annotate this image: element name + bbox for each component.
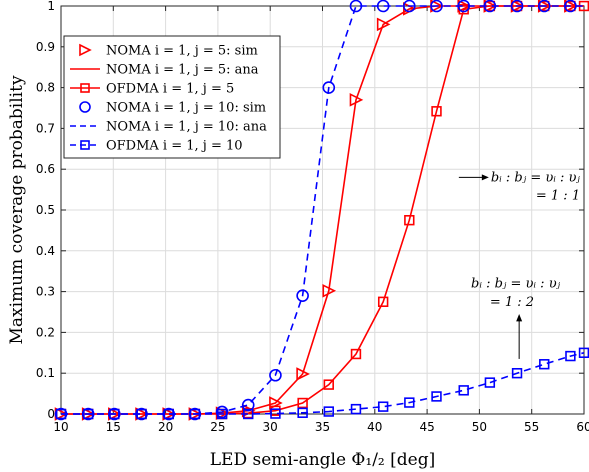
data-point xyxy=(82,408,94,420)
y-tick-label: 0.9 xyxy=(36,40,55,54)
legend-label: NOMA i = 1, j = 5: ana xyxy=(106,63,259,78)
annotation-arrowhead xyxy=(516,314,523,322)
axis-ticks: 10 15 20 25 30 35 40 45 50 55 60 0 0.1 0.2 0.3 0.4 0.5 0.… xyxy=(36,0,589,434)
legend-item: NOMA i = 1, j = 10: sim xyxy=(79,101,266,116)
legend-label: OFDMA i = 1, j = 5 xyxy=(106,82,234,97)
data-point xyxy=(539,359,550,370)
data-point xyxy=(377,296,389,307)
data-point xyxy=(241,398,255,412)
data-point xyxy=(537,0,551,13)
y-tick-label: 0.7 xyxy=(36,121,55,135)
y-tick-label: 1 xyxy=(47,0,55,13)
y-tick-label: 0.3 xyxy=(36,285,55,299)
legend-item: NOMA i = 1, j = 10: ana xyxy=(70,120,267,135)
data-point xyxy=(350,348,362,360)
data-point xyxy=(80,83,90,93)
legend-item: NOMA i = 1, j = 5: sim xyxy=(79,43,258,59)
y-tick-label: 0 xyxy=(47,407,55,421)
data-point xyxy=(188,407,202,421)
x-tick-label: 60 xyxy=(576,420,589,434)
data-point xyxy=(431,106,442,117)
y-tick-label: 0.8 xyxy=(36,81,55,95)
data-point xyxy=(79,43,92,57)
data-point xyxy=(297,407,308,418)
data-point xyxy=(511,367,523,379)
data-point xyxy=(243,408,254,420)
data-point xyxy=(578,347,589,358)
series-6 xyxy=(55,347,589,420)
legend-box xyxy=(63,35,281,159)
legend-item: OFDMA i = 1, j = 5 xyxy=(70,82,234,97)
annotation-text: bᵢ : bⱼ = υᵢ : υⱼ xyxy=(491,170,581,185)
data-point xyxy=(136,408,147,420)
data-point xyxy=(79,101,91,113)
x-tick-label: 25 xyxy=(210,420,225,434)
data-point xyxy=(163,408,174,420)
x-tick-label: 10 xyxy=(53,420,68,434)
x-tick-label: 55 xyxy=(524,420,539,434)
data-point xyxy=(430,0,443,13)
data-point xyxy=(404,397,415,408)
data-point xyxy=(377,401,389,412)
x-axis-label: LED semi-angle Φ₁/₂ [deg] xyxy=(210,450,435,470)
data-point xyxy=(404,215,415,226)
annotation-arrowhead xyxy=(481,174,489,181)
series-4 xyxy=(54,0,577,421)
data-point xyxy=(376,17,391,32)
data-point xyxy=(323,406,334,417)
x-tick-label: 15 xyxy=(106,420,121,434)
x-tick-label: 45 xyxy=(419,420,434,434)
y-axis-label: Maximum coverage probability xyxy=(7,75,27,344)
y-tick-label: 0.4 xyxy=(36,244,55,258)
data-point xyxy=(484,377,496,388)
annotation-text: = 1 : 2 xyxy=(490,295,534,310)
data-point xyxy=(350,403,362,415)
legend-label: NOMA i = 1, j = 10: sim xyxy=(106,101,266,116)
data-point xyxy=(565,350,576,362)
annotations: bᵢ : bⱼ = υᵢ : υⱼ = 1 : 1 bᵢ : bⱼ = υᵢ : υ… xyxy=(458,170,581,359)
x-tick-label: 50 xyxy=(472,420,487,434)
series-line xyxy=(61,352,585,415)
annotation-text: bᵢ : bⱼ = υᵢ : υⱼ xyxy=(471,277,561,292)
y-tick-label: 0.1 xyxy=(36,366,55,380)
legend: NOMA i = 1, j = 5: sim NOMA i = 1, j = 5:… xyxy=(63,35,281,159)
data-point xyxy=(323,379,334,390)
data-point xyxy=(269,368,282,382)
data-point xyxy=(80,140,90,150)
data-point xyxy=(431,391,442,402)
data-point xyxy=(215,405,229,419)
data-point xyxy=(109,408,120,420)
y-tick-label: 0.6 xyxy=(36,162,55,176)
data-point xyxy=(55,408,67,420)
data-point xyxy=(458,385,469,396)
data-point xyxy=(297,397,308,409)
x-tick-label: 20 xyxy=(158,420,173,434)
data-point xyxy=(216,408,228,420)
legend-item: OFDMA i = 1, j = 10 xyxy=(70,139,243,154)
x-tick-label: 40 xyxy=(367,420,382,434)
data-point xyxy=(270,408,281,419)
y-tick-label: 0.5 xyxy=(36,203,55,217)
data-point xyxy=(81,407,95,421)
x-tick-label: 30 xyxy=(263,420,278,434)
legend-item: NOMA i = 1, j = 5: ana xyxy=(70,63,259,78)
data-point xyxy=(189,408,201,420)
series-layer xyxy=(54,0,589,421)
annotation-text: = 1 : 1 xyxy=(536,188,580,203)
y-tick-label: 0.2 xyxy=(36,325,55,339)
data-point xyxy=(108,407,121,421)
legend-label: OFDMA i = 1, j = 10 xyxy=(106,139,243,154)
legend-label: NOMA i = 1, j = 10: ana xyxy=(106,120,267,135)
legend-label: NOMA i = 1, j = 5: sim xyxy=(106,44,258,59)
x-tick-label: 35 xyxy=(315,420,330,434)
data-point xyxy=(403,0,416,13)
